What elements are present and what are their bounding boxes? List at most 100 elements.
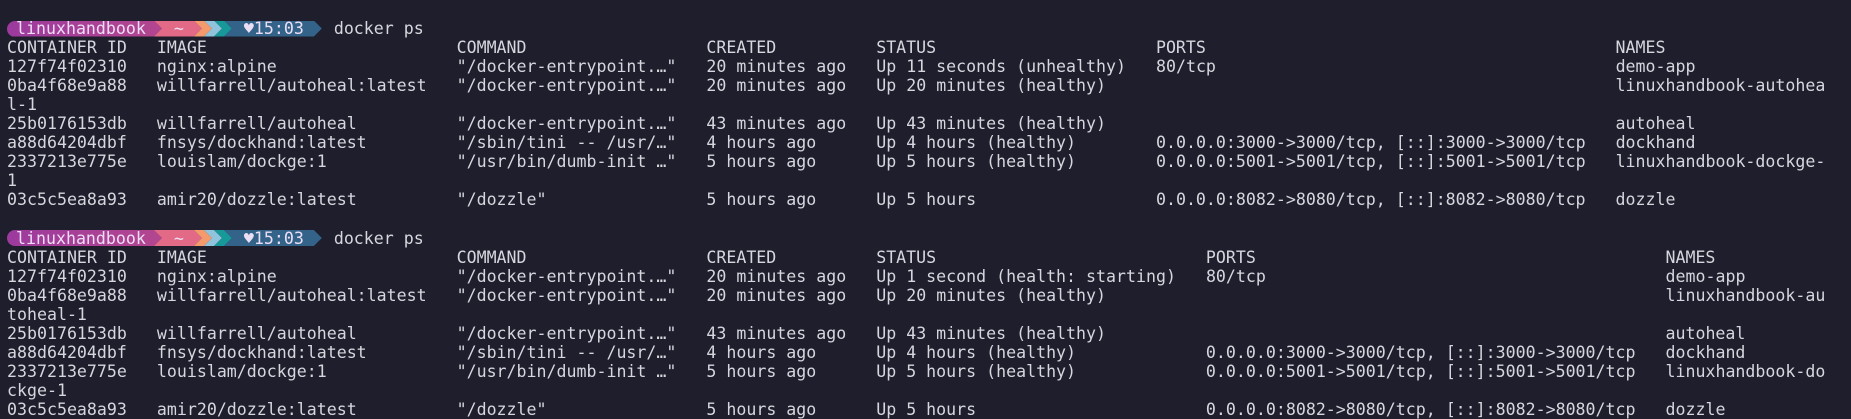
prompt-dir: ~ (173, 228, 184, 248)
cell-command: "/usr/bin/dumb-init …" (456, 361, 677, 381)
prompt-dir: ~ (173, 19, 184, 38)
cell-container-id: 25b0176153db (7, 114, 127, 134)
cell-created: 4 hours ago (706, 133, 817, 153)
cell-ports: 0.0.0.0:3000->3000/tcp, [::]:3000->3000/… (1155, 133, 1586, 153)
prompt-time-segment: ♥ 15:03 (224, 21, 322, 37)
cell-status: Up 20 minutes (healthy) (876, 76, 1107, 96)
prompt-time: 15:03 (253, 19, 304, 38)
prompt-user-segment: linuxhandbook (7, 21, 162, 37)
cell-command: "/docker-entrypoint.…" (456, 323, 677, 343)
cell-status: Up 43 minutes (healthy) (876, 114, 1107, 134)
cell-container-id: 03c5c5ea8a93 (7, 190, 127, 210)
prompt-chevron-decoration (213, 20, 232, 37)
table-row: 03c5c5ea8a93 amir20/dozzle:latest "/dozz… (7, 190, 1835, 209)
cell-container-id: a88d64204dbf (7, 133, 127, 153)
header-container-id: CONTAINER ID (7, 38, 127, 58)
prompt-chevron-decoration (203, 230, 222, 247)
heart-icon: ♥ (243, 228, 254, 248)
cell-container-id: a88d64204dbf (7, 342, 127, 362)
cell-ports: 0.0.0.0:3000->3000/tcp, [::]:3000->3000/… (1205, 342, 1636, 362)
cell-created: 5 hours ago (706, 190, 817, 210)
cell-container-id: 2337213e775e (7, 361, 127, 381)
terminal-output: linuxhandbook ~ ♥ 15:03 docker ps CONTAINER … (7, 19, 1835, 419)
cell-container-id: 127f74f02310 (7, 266, 127, 286)
cell-created: 5 hours ago (706, 152, 817, 172)
command-text: docker ps (333, 228, 424, 248)
prompt-chevron-decoration (193, 20, 212, 37)
header-ports: PORTS (1205, 247, 1256, 267)
heart-icon: ♥ (243, 19, 254, 38)
table-row: 127f74f02310 nginx:alpine "/docker-entry… (7, 267, 1835, 286)
cell-image: nginx:alpine (156, 266, 277, 286)
cell-created: 20 minutes ago (706, 57, 847, 77)
table-row: 2337213e775e louislam/dockge:1 "/usr/bin… (7, 362, 1835, 400)
cell-names: linuxhandbook-autoheal-1 (7, 285, 1826, 324)
cell-command: "/docker-entrypoint.…" (456, 114, 677, 134)
header-container-id: CONTAINER ID (7, 247, 127, 267)
table-row: 127f74f02310 nginx:alpine "/docker-entry… (7, 57, 1835, 76)
header-image: IMAGE (156, 38, 207, 58)
cell-container-id: 25b0176153db (7, 323, 127, 343)
table-row: a88d64204dbf fnsys/dockhand:latest "/sbi… (7, 133, 1835, 152)
cell-image: nginx:alpine (156, 57, 277, 77)
cell-image: willfarrell/autoheal:latest (156, 76, 427, 96)
cell-names: linuxhandbook-dockge-1 (7, 361, 1826, 400)
cell-ports: 0.0.0.0:8082->8080/tcp, [::]:8082->8080/… (1155, 190, 1586, 210)
table-row: 03c5c5ea8a93 amir20/dozzle:latest "/dozz… (7, 400, 1835, 419)
cell-container-id: 03c5c5ea8a93 (7, 399, 127, 419)
cell-ports: 0.0.0.0:5001->5001/tcp, [::]:5001->5001/… (1205, 361, 1636, 381)
cell-image: louislam/dockge:1 (156, 152, 327, 172)
header-created: CREATED (706, 247, 777, 267)
prompt-dir-segment: ~ (154, 230, 202, 246)
prompt-user: linuxhandbook (16, 19, 146, 38)
header-command: COMMAND (456, 247, 527, 267)
cell-ports: 0.0.0.0:5001->5001/tcp, [::]:5001->5001/… (1155, 152, 1586, 172)
prompt-time: 15:03 (253, 228, 304, 248)
cell-status: Up 4 hours (healthy) (876, 342, 1077, 362)
prompt-chevron-decoration (213, 230, 232, 247)
cell-names: autoheal (1665, 323, 1746, 343)
cell-ports: 80/tcp (1205, 266, 1266, 286)
prompt-time-segment: ♥ 15:03 (224, 230, 322, 246)
cell-status: Up 1 second (health: starting) (876, 266, 1176, 286)
command-text: docker ps (333, 19, 424, 38)
cell-command: "/sbin/tini -- /usr/…" (456, 342, 677, 362)
cell-names: demo-app (1665, 266, 1746, 286)
table-row: 0ba4f68e9a88 willfarrell/autoheal:latest… (7, 286, 1835, 324)
cell-command: "/docker-entrypoint.…" (456, 266, 677, 286)
cell-container-id: 0ba4f68e9a88 (7, 76, 127, 96)
prompt-line: linuxhandbook ~ ♥ 15:03 docker ps (7, 19, 1835, 38)
cell-status: Up 4 hours (healthy) (876, 133, 1077, 153)
prompt-user: linuxhandbook (16, 228, 146, 248)
table-header: CONTAINER ID IMAGE COMMAND CREATED STATU… (7, 38, 1835, 57)
header-created: CREATED (706, 38, 777, 58)
cell-command: "/docker-entrypoint.…" (456, 76, 677, 96)
cell-command: "/usr/bin/dumb-init …" (456, 152, 677, 172)
header-command: COMMAND (456, 38, 527, 58)
cell-image: amir20/dozzle:latest (156, 190, 357, 210)
table-row: 25b0176153db willfarrell/autoheal "/dock… (7, 324, 1835, 343)
cell-image: amir20/dozzle:latest (156, 399, 357, 419)
prompt-line: linuxhandbook ~ ♥ 15:03 docker ps (7, 229, 1835, 248)
table-header: CONTAINER ID IMAGE COMMAND CREATED STATU… (7, 248, 1835, 267)
header-status: STATUS (876, 247, 937, 267)
cell-names: dockhand (1665, 342, 1746, 362)
cell-command: "/sbin/tini -- /usr/…" (456, 133, 677, 153)
cell-status: Up 5 hours (876, 399, 977, 419)
cell-names: linuxhandbook-dockge-1 (7, 152, 1826, 191)
cell-ports: 80/tcp (1155, 57, 1216, 77)
table-row: 25b0176153db willfarrell/autoheal "/dock… (7, 114, 1835, 133)
cell-names: autoheal (1615, 114, 1696, 134)
table-row: a88d64204dbf fnsys/dockhand:latest "/sbi… (7, 343, 1835, 362)
cell-names: dockhand (1615, 133, 1696, 153)
cell-image: willfarrell/autoheal (156, 323, 357, 343)
table-row: 0ba4f68e9a88 willfarrell/autoheal:latest… (7, 76, 1835, 114)
cell-image: willfarrell/autoheal:latest (156, 285, 427, 305)
cell-command: "/docker-entrypoint.…" (456, 57, 677, 77)
cell-command: "/dozzle" (456, 190, 547, 210)
cell-status: Up 5 hours (876, 190, 977, 210)
blank-line (7, 209, 1835, 228)
cell-status: Up 11 seconds (unhealthy) (876, 57, 1126, 77)
cell-container-id: 127f74f02310 (7, 57, 127, 77)
cell-image: fnsys/dockhand:latest (156, 133, 367, 153)
